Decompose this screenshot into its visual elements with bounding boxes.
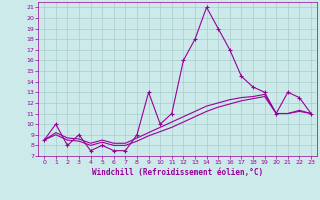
X-axis label: Windchill (Refroidissement éolien,°C): Windchill (Refroidissement éolien,°C) [92,168,263,177]
